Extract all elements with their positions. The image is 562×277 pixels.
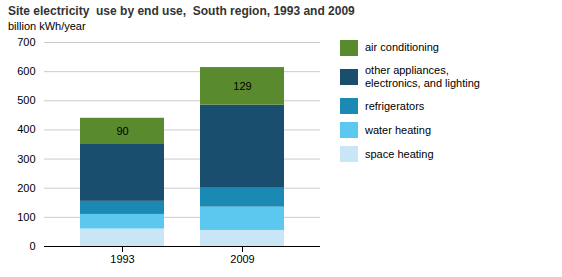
html-text:billion kWh/year: billion kWh/year [8, 20, 86, 32]
svg-text:129: 129 [233, 80, 251, 92]
svg-text:1993: 1993 [110, 253, 134, 265]
html-text:space heating: space heating [365, 147, 434, 160]
svg-text:200: 200 [17, 182, 35, 194]
svg-text:700: 700 [17, 36, 35, 48]
svg-text:400: 400 [17, 123, 35, 135]
svg-text:2009: 2009 [230, 253, 254, 265]
html-text:air conditioning: air conditioning [365, 41, 439, 54]
html-text:water heating: water heating [365, 123, 431, 136]
html-text:refrigerators: refrigerators [365, 99, 425, 112]
svg-text:100: 100 [17, 211, 35, 223]
html-text:Site electricity use by end us: Site electricity use by end use, South r… [8, 4, 355, 18]
svg-text:300: 300 [17, 153, 35, 165]
svg-text:0: 0 [29, 240, 35, 252]
html-text:other appliances, electronics,: other appliances, electronics, and light… [365, 64, 480, 90]
svg-text:500: 500 [17, 94, 35, 106]
svg-text:90: 90 [116, 125, 128, 137]
svg-text:600: 600 [17, 65, 35, 77]
